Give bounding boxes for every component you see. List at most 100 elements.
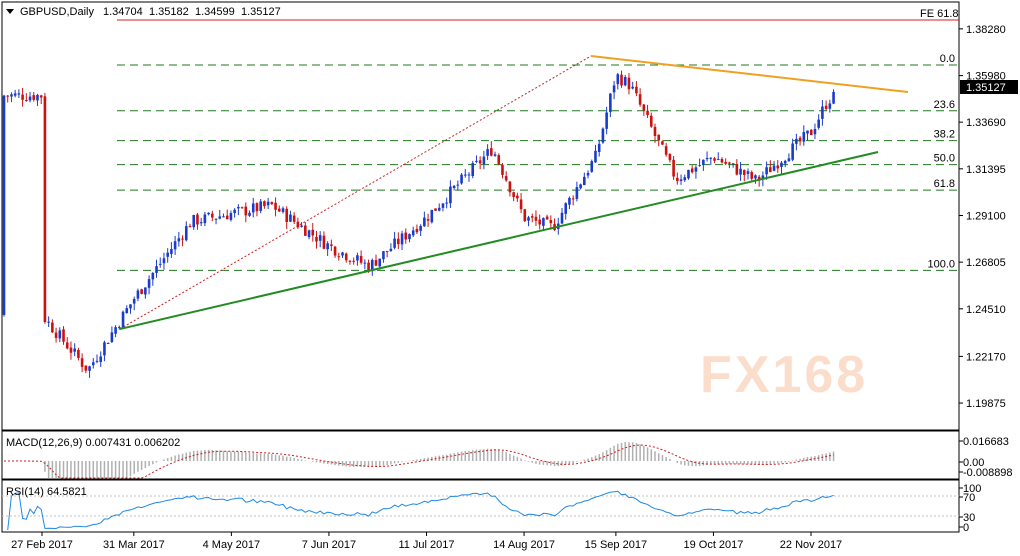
candle-body: [534, 216, 538, 221]
candle-body: [229, 213, 233, 220]
candle-body: [475, 160, 478, 162]
candle-body: [657, 134, 661, 141]
candle-body: [769, 167, 772, 173]
time-tick-label: 11 Jul 2017: [398, 539, 454, 551]
candle-body: [579, 184, 582, 189]
candle-body: [649, 115, 653, 127]
candle-body: [54, 332, 58, 338]
macd-histogram: [6, 442, 835, 478]
rsi-tick-label: 70: [963, 492, 975, 504]
time-tick-label: 19 Oct 2017: [683, 539, 743, 551]
candle-body: [214, 218, 218, 220]
candle-body: [95, 360, 99, 362]
candle-body: [385, 251, 389, 253]
candle-body: [601, 128, 605, 143]
candle-body: [765, 167, 768, 175]
candle-body: [400, 233, 404, 245]
candle-body: [761, 175, 765, 180]
candle-body: [679, 179, 683, 181]
candle-body: [322, 235, 326, 249]
macd-tick-label: 0.016683: [963, 436, 1009, 448]
candle-body: [549, 220, 553, 224]
candle-body: [255, 203, 259, 212]
candle-body: [452, 185, 456, 189]
candle-body: [713, 158, 716, 161]
candle-body: [620, 74, 623, 86]
candle-body: [88, 366, 91, 371]
rsi-tick-label: 0: [963, 522, 969, 534]
candle-body: [184, 226, 188, 241]
candle-body: [207, 212, 210, 215]
candle-body: [575, 187, 579, 199]
time-tick-label: 27 Feb 2017: [11, 539, 73, 551]
candle-body: [720, 158, 724, 163]
candle-body: [434, 208, 437, 211]
candle-body: [73, 348, 76, 352]
candle-body: [750, 172, 754, 179]
candle-body: [423, 217, 426, 227]
candle-body: [344, 253, 348, 261]
candle-body: [330, 244, 333, 246]
candle-body: [39, 95, 43, 98]
candle-body: [780, 162, 783, 168]
time-tick-label: 7 Jun 2017: [302, 539, 356, 551]
candle-body: [471, 163, 475, 177]
support-trendline[interactable]: [119, 151, 879, 330]
candle-body: [542, 218, 545, 226]
rsi-panel[interactable]: [1, 479, 960, 533]
candle-body: [173, 241, 177, 250]
watermark-text: FX168: [700, 346, 868, 404]
price-tick-label: 1.38280: [966, 24, 1006, 36]
main-plot-area[interactable]: [1, 1, 960, 431]
candle-body: [58, 330, 62, 339]
price-tick-label: 1.24510: [966, 304, 1006, 316]
candle-body: [397, 238, 400, 245]
candle-body: [676, 177, 679, 182]
candle-body: [493, 154, 497, 156]
candle-body: [91, 362, 95, 366]
candle-body: [389, 248, 393, 252]
candle-body: [690, 168, 694, 173]
candlesticks: [2, 70, 835, 378]
symbol-dropdown-icon[interactable]: [6, 9, 14, 14]
candle-body: [140, 289, 143, 294]
candle-body: [809, 129, 813, 136]
candle-body: [103, 342, 106, 356]
ohlc-open: 1.34704: [103, 6, 143, 18]
candle-body: [80, 358, 84, 367]
candle-body: [512, 192, 515, 197]
candle-body: [411, 230, 415, 236]
fib-retracement-line[interactable]: [119, 55, 592, 330]
candle-body: [192, 215, 196, 228]
price-tick-label: 1.35980: [966, 71, 1006, 83]
candle-body: [568, 197, 571, 205]
candle-body: [341, 252, 344, 256]
fib-level-label: 23.6: [934, 99, 955, 111]
time-tick-label: 4 May 2017: [203, 539, 260, 551]
candle-body: [813, 128, 817, 135]
candle-body: [181, 238, 184, 240]
candle-body: [456, 184, 460, 186]
candle-body: [274, 202, 277, 210]
candle-body: [486, 149, 489, 156]
candle-body: [783, 160, 787, 164]
candle-body: [560, 212, 564, 224]
candle-body: [441, 203, 445, 208]
candle-body: [158, 263, 162, 265]
candle-body: [121, 311, 125, 329]
candle-body: [114, 327, 117, 334]
candle-body: [233, 209, 236, 214]
candle-body: [404, 232, 408, 240]
candle-body: [508, 181, 512, 193]
candle-body: [378, 258, 382, 267]
candle-body: [635, 86, 638, 94]
watermark-logo: FX168: [700, 346, 868, 404]
candle-body: [702, 159, 705, 165]
candle-body: [2, 95, 6, 315]
candle-body: [709, 157, 713, 159]
price-tick-label: 1.33690: [966, 117, 1006, 129]
resistance-trendline[interactable]: [590, 55, 909, 93]
candle-body: [519, 199, 523, 210]
fibonacci-levels[interactable]: 0.0 23.6 38.2 50.0 61.8 100.0: [117, 53, 959, 271]
candle-body: [642, 104, 646, 111]
